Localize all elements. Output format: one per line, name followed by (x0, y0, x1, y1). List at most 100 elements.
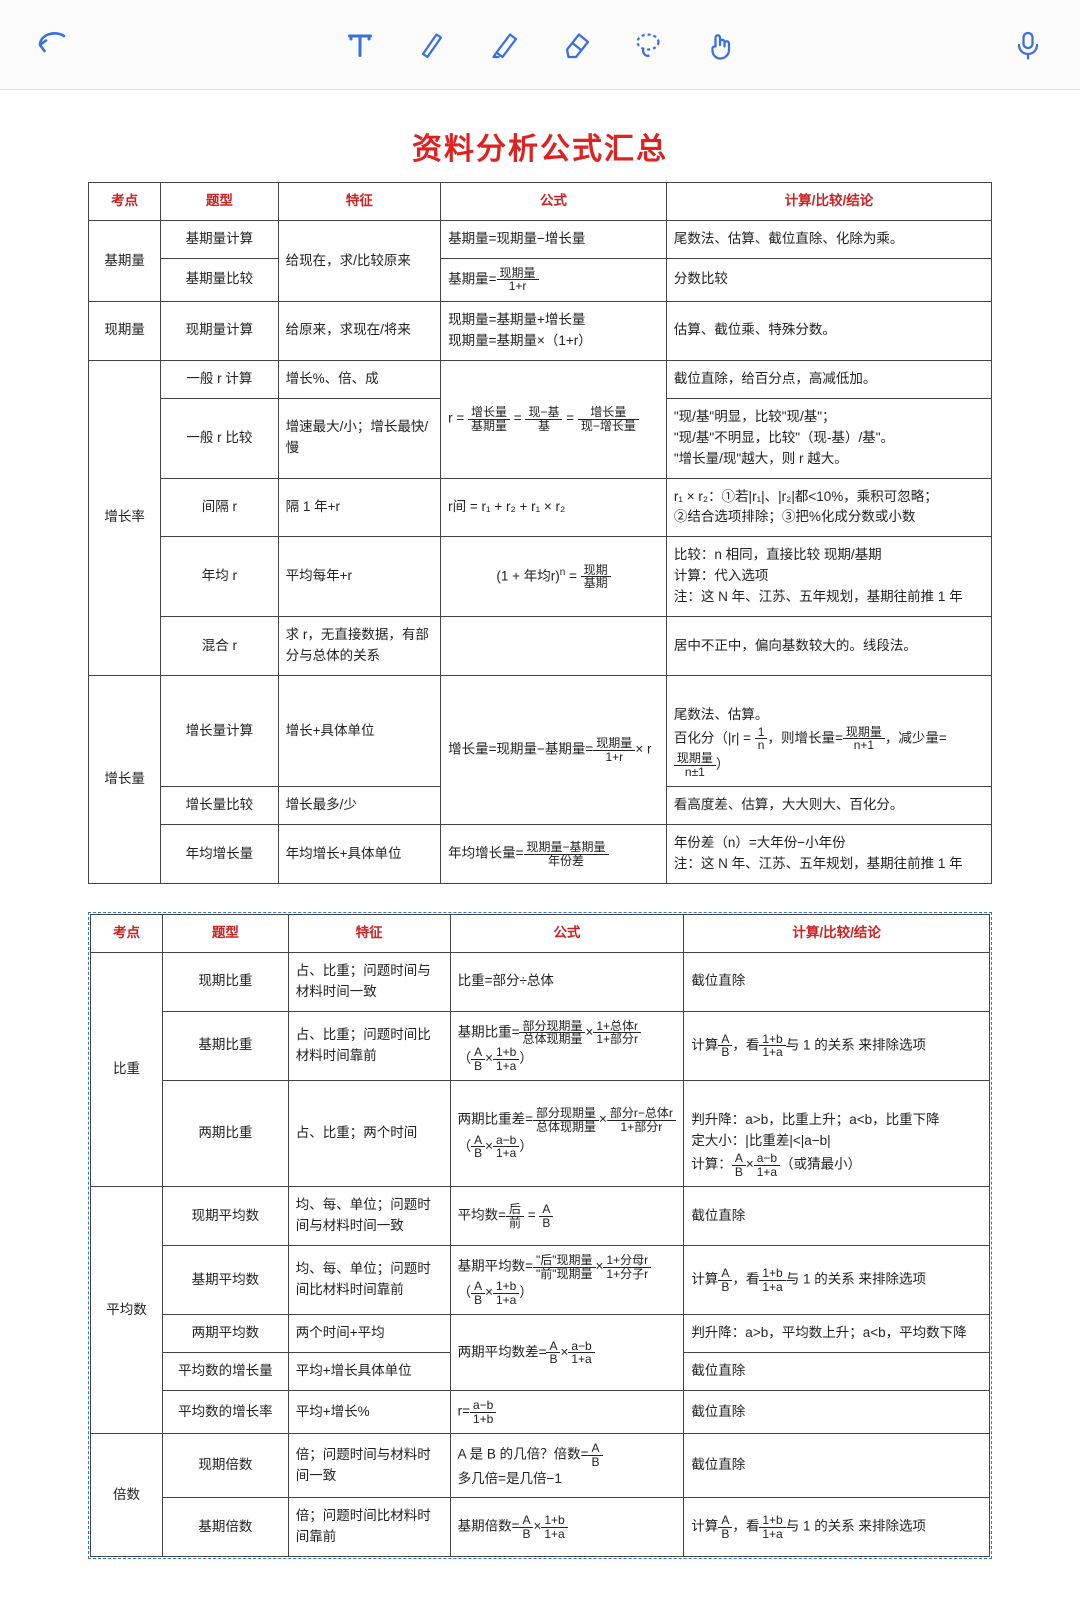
cell-type: 年均增长量 (161, 825, 278, 884)
cell-calc: 判升降：a>b，平均数上升；a<b，平均数下降 (684, 1315, 990, 1353)
pen-tool-icon[interactable] (410, 23, 454, 67)
cell-feat: 隔 1 年+r (278, 478, 441, 537)
cell-formula: r=a−b1+b (450, 1391, 684, 1434)
cell-type: 平均数的增长率 (162, 1391, 288, 1434)
cell-feat: 给现在，求/比较原来 (278, 220, 441, 301)
cell-topic: 倍数 (91, 1434, 163, 1557)
cell-calc: 分数比较 (666, 258, 991, 301)
table-row: 年均 r 平均每年+r (1 + 年均r)n = 现期基期 比较：n 相同，直接… (89, 537, 992, 617)
cell-formula: 两期比重差=部分现期量总体现期量×部分r−总体r1+部分r （AB×a−b1+a… (450, 1081, 684, 1187)
lasso-tool-icon[interactable] (626, 23, 670, 67)
back-icon[interactable] (30, 23, 74, 67)
cell-feat: 均、每、单位；问题时间与材料时间一致 (288, 1187, 450, 1246)
th-formula: 公式 (450, 915, 684, 953)
microphone-icon[interactable] (1006, 23, 1050, 67)
cell-type: 基期量比较 (161, 258, 278, 301)
table-row: 基期量比较 基期量=现期量1+r 分数比较 (89, 258, 992, 301)
cell-feat: 占、比重；问题时间与材料时间一致 (288, 952, 450, 1011)
table-row: 基期平均数 均、每、单位；问题时间比材料时间靠前 基期平均数="后"现期量"前"… (91, 1245, 990, 1314)
table-row: 现期量 现期量计算 给原来，求现在/将来 现期量=基期量+增长量 现期量=基期量… (89, 302, 992, 361)
cell-formula: 基期量=现期量−增长量 (441, 220, 667, 258)
table-row: 基期比重 占、比重；问题时间比材料时间靠前 基期比重=部分现期量总体现期量×1+… (91, 1011, 990, 1080)
cell-feat: 增长最多/少 (278, 787, 441, 825)
app-root: 资料分析公式汇总 考点 题型 特征 公式 计算/比较/结论 基期量 基期量计算 … (0, 0, 1080, 1599)
cell-feat: 平均每年+r (278, 537, 441, 617)
cell-calc: 居中不正中，偏向基数较大的。线段法。 (666, 617, 991, 676)
cell-topic: 平均数 (91, 1187, 163, 1434)
cell-type: 平均数的增长量 (162, 1353, 288, 1391)
th-type: 题型 (162, 915, 288, 953)
cell-type: 基期倍数 (162, 1498, 288, 1557)
cell-calc: 比较：n 相同，直接比较 现期/基期 计算：代入选项 注：这 N 年、江苏、五年… (666, 537, 991, 617)
cell-type: 两期比重 (162, 1081, 288, 1187)
table-row: 基期倍数 倍；问题时间比材料时间靠前 基期倍数=AB×1+b1+a 计算AB，看… (91, 1498, 990, 1557)
table-row: 增长量 增长量计算 增长+具体单位 增长量=现期量−基期量=现期量1+r× r … (89, 676, 992, 787)
table-row: 间隔 r 隔 1 年+r r间 = r₁ + r₂ + r₁ × r₂ r₁ ×… (89, 478, 992, 537)
cell-calc: 截位直除 (684, 1353, 990, 1391)
cell-calc: r₁ × r₂：①若|r₁|、|r₂|都<10%，乘积可忽略； ②结合选项排除；… (666, 478, 991, 537)
cell-formula: 两期平均数差=AB×a−b1+a (450, 1315, 684, 1391)
cell-feat: 两个时间+平均 (288, 1315, 450, 1353)
gesture-tool-icon[interactable] (698, 23, 742, 67)
cell-formula (441, 617, 667, 676)
cell-calc: 尾数法、估算、截位直除、化除为乘。 (666, 220, 991, 258)
table-row: 平均数的增长率 平均+增长% r=a−b1+b 截位直除 (91, 1391, 990, 1434)
th-calc: 计算/比较/结论 (684, 915, 990, 953)
cell-calc: 判升降：a>b，比重上升；a<b，比重下降 定大小：|比重差|<|a−b| 计算… (684, 1081, 990, 1187)
cell-type: 增长量比较 (161, 787, 278, 825)
cell-feat: 增速最大/小；增长最快/慢 (278, 398, 441, 478)
cell-topic: 基期量 (89, 220, 161, 301)
cell-feat: 倍；问题时间比材料时间靠前 (288, 1498, 450, 1557)
cell-calc: 年份差（n）=大年份−小年份 注：这 N 年、江苏、五年规划，基期往前推 1 年 (666, 825, 991, 884)
th-formula: 公式 (441, 183, 667, 221)
cell-calc: 计算AB，看1+b1+a与 1 的关系 来排除选项 (684, 1245, 990, 1314)
table-row: 比重 现期比重 占、比重；问题时间与材料时间一致 比重=部分÷总体 截位直除 (91, 952, 990, 1011)
cell-topic: 增长率 (89, 360, 161, 675)
cell-type: 现期比重 (162, 952, 288, 1011)
cell-calc: 估算、截位乘、特殊分数。 (666, 302, 991, 361)
cell-formula: r间 = r₁ + r₂ + r₁ × r₂ (441, 478, 667, 537)
cell-formula: 比重=部分÷总体 (450, 952, 684, 1011)
cell-formula: 基期量=现期量1+r (441, 258, 667, 301)
eraser-tool-icon[interactable] (554, 23, 598, 67)
cell-feat: 增长+具体单位 (278, 676, 441, 787)
highlighter-tool-icon[interactable] (482, 23, 526, 67)
cell-type: 基期平均数 (162, 1245, 288, 1314)
cell-formula: 年均增长量=现期量−基期量年份差 (441, 825, 667, 884)
cell-feat: 年均增长+具体单位 (278, 825, 441, 884)
cell-topic: 现期量 (89, 302, 161, 361)
table-row: 平均数 现期平均数 均、每、单位；问题时间与材料时间一致 平均数=后前 = AB… (91, 1187, 990, 1246)
cell-formula: 平均数=后前 = AB (450, 1187, 684, 1246)
cell-feat: 平均+增长% (288, 1391, 450, 1434)
cell-type: 基期比重 (162, 1011, 288, 1080)
text-tool-icon[interactable] (338, 23, 382, 67)
formula-text: 基期量= (448, 272, 496, 287)
table-row: 倍数 现期倍数 倍；问题时间与材料时间一致 A 是 B 的几倍？倍数=AB多几倍… (91, 1434, 990, 1498)
th-type: 题型 (161, 183, 278, 221)
table-header-row: 考点 题型 特征 公式 计算/比较/结论 (91, 915, 990, 953)
toolbar (0, 0, 1080, 90)
cell-feat: 增长%、倍、成 (278, 360, 441, 398)
cell-calc: 截位直除 (684, 1187, 990, 1246)
cell-type: 年均 r (161, 537, 278, 617)
cell-formula: 现期量=基期量+增长量 现期量=基期量×（1+r） (441, 302, 667, 361)
cell-formula: 增长量=现期量−基期量=现期量1+r× r (441, 676, 667, 825)
table-header-row: 考点 题型 特征 公式 计算/比较/结论 (89, 183, 992, 221)
cell-formula: (1 + 年均r)n = 现期基期 (441, 537, 667, 617)
formula-table-1: 考点 题型 特征 公式 计算/比较/结论 基期量 基期量计算 给现在，求/比较原… (88, 182, 992, 884)
table-row: 基期量 基期量计算 给现在，求/比较原来 基期量=现期量−增长量 尾数法、估算、… (89, 220, 992, 258)
cell-type: 增长量计算 (161, 676, 278, 787)
cell-type: 一般 r 计算 (161, 360, 278, 398)
cell-calc: 截位直除 (684, 1434, 990, 1498)
cell-formula: 基期平均数="后"现期量"前"现期量×1+分母r1+分子r （AB×1+b1+a… (450, 1245, 684, 1314)
cell-type: 基期量计算 (161, 220, 278, 258)
cell-topic: 比重 (91, 952, 163, 1186)
table-row: 两期平均数 两个时间+平均 两期平均数差=AB×a−b1+a 判升降：a>b，平… (91, 1315, 990, 1353)
cell-calc: 截位直除 (684, 1391, 990, 1434)
cell-calc: 截位直除，给百分点，高减低加。 (666, 360, 991, 398)
cell-calc: 截位直除 (684, 952, 990, 1011)
th-topic: 考点 (91, 915, 163, 953)
table-row: 增长率 一般 r 计算 增长%、倍、成 r = 增长量基期量 = 现−基基 = … (89, 360, 992, 398)
cell-feat: 占、比重；问题时间比材料时间靠前 (288, 1011, 450, 1080)
cell-formula: 基期倍数=AB×1+b1+a (450, 1498, 684, 1557)
